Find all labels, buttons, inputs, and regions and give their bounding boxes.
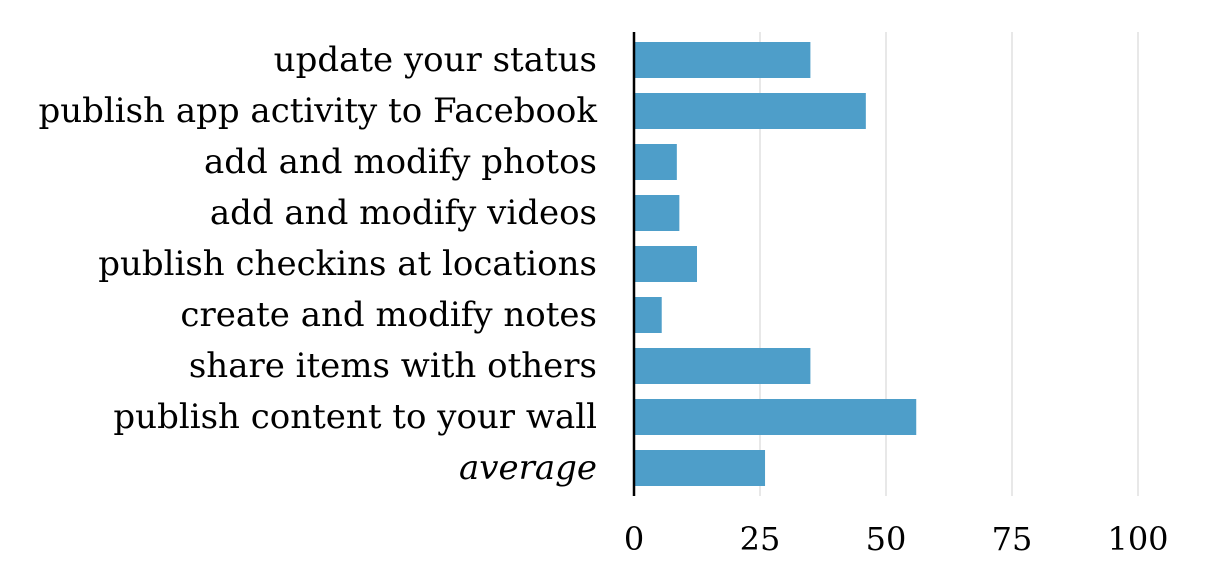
category-label: add and modify videos: [210, 193, 597, 233]
bar: [634, 246, 697, 282]
category-label: average: [459, 448, 597, 488]
x-tick-labels: 0 25 50 75 100: [624, 520, 1169, 558]
category-label: publish app activity to Facebook: [38, 91, 597, 131]
bar: [634, 195, 680, 231]
bar: [634, 348, 811, 384]
category-label: update your status: [274, 40, 597, 80]
category-label: create and modify notes: [180, 295, 597, 335]
category-labels: update your status publish app activity t…: [38, 40, 597, 488]
bar: [634, 144, 677, 180]
bar: [634, 42, 811, 78]
category-label: publish checkins at locations: [98, 244, 597, 284]
bar: [634, 297, 662, 333]
x-tick-label: 100: [1107, 520, 1168, 558]
category-label: add and modify photos: [204, 142, 597, 182]
category-label: publish content to your wall: [113, 397, 597, 437]
category-label: share items with others: [189, 346, 597, 386]
x-tick-label: 50: [866, 520, 907, 558]
bar: [634, 93, 866, 129]
bar: [634, 450, 766, 486]
x-tick-label: 75: [992, 520, 1033, 558]
x-tick-label: 25: [740, 520, 781, 558]
bars: [634, 42, 917, 486]
bar: [634, 399, 917, 435]
x-tick-label: 0: [624, 520, 644, 558]
